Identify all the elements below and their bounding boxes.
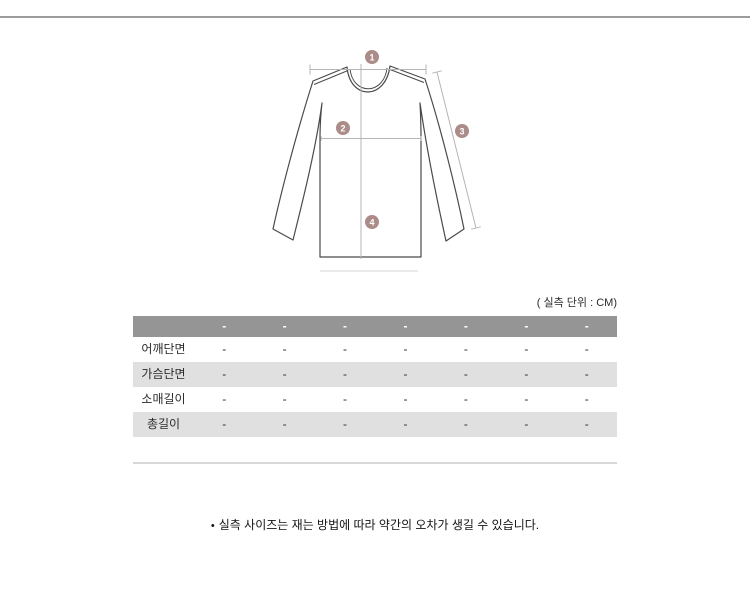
header-size-cell: - bbox=[194, 316, 255, 337]
header-spacer-cell bbox=[133, 316, 194, 337]
top-divider bbox=[0, 16, 750, 18]
size-cell: - bbox=[524, 392, 529, 406]
size-cell: - bbox=[435, 412, 497, 437]
marker-3-circle bbox=[455, 124, 469, 138]
header-size-cell: - bbox=[435, 316, 497, 337]
size-cell: - bbox=[556, 412, 617, 437]
left-shoulder-seam bbox=[313, 70, 349, 85]
header-size-cell: - bbox=[556, 316, 617, 337]
size-cell: - bbox=[463, 392, 468, 406]
size-cell: - bbox=[254, 412, 315, 437]
size-cell: - bbox=[314, 412, 376, 437]
size-cell: - bbox=[194, 362, 255, 387]
size-diagram: 1 2 3 4 bbox=[272, 50, 481, 272]
marker-4-circle bbox=[365, 215, 379, 229]
shirt-outline bbox=[272, 65, 465, 258]
marker-2-circle bbox=[336, 121, 350, 135]
table-row-shoulder: 어깨단면 - - - - - - - bbox=[133, 337, 617, 362]
marker-2-number: 2 bbox=[340, 123, 345, 133]
size-cell: - bbox=[403, 342, 408, 356]
note-bullet: • bbox=[210, 520, 215, 532]
row-label: 가슴단면 bbox=[133, 362, 194, 387]
measure-line-chest bbox=[320, 136, 422, 141]
row-label: 소매길이 bbox=[141, 392, 186, 406]
size-cell: - bbox=[375, 412, 436, 437]
measurement-note: • 실측 사이즈는 재는 방법에 따라 약간의 오차가 생길 수 있습니다. bbox=[0, 517, 750, 534]
header-size-cell: - bbox=[496, 316, 557, 337]
marker-1-number: 1 bbox=[369, 52, 374, 62]
header-size-cell: - bbox=[314, 316, 376, 337]
collar-inner-line bbox=[349, 67, 388, 90]
header-size-cell: - bbox=[254, 316, 315, 337]
size-table: - - - - - - - 어깨단면 - - - - - - - 가슴단면 bbox=[133, 316, 617, 437]
size-cell: - bbox=[282, 392, 287, 406]
size-cell: - bbox=[556, 362, 617, 387]
size-cell: - bbox=[343, 392, 348, 406]
note-text: 실측 사이즈는 재는 방법에 따라 약간의 오차가 생길 수 있습니다. bbox=[218, 518, 540, 532]
marker-3-number: 3 bbox=[459, 126, 464, 136]
size-cell: - bbox=[254, 362, 315, 387]
size-cell: - bbox=[524, 342, 529, 356]
marker-2: 2 bbox=[336, 121, 350, 135]
size-cell: - bbox=[463, 342, 468, 356]
size-cell: - bbox=[222, 342, 227, 356]
size-cell: - bbox=[584, 392, 589, 406]
size-cell: - bbox=[314, 362, 376, 387]
size-cell: - bbox=[403, 392, 408, 406]
size-cell: - bbox=[496, 412, 557, 437]
marker-4-number: 4 bbox=[369, 217, 374, 227]
size-cell: - bbox=[194, 412, 255, 437]
table-row-chest: 가슴단면 - - - - - - - bbox=[133, 362, 617, 387]
size-cell: - bbox=[222, 392, 227, 406]
size-cell: - bbox=[584, 342, 589, 356]
unit-label: ( 실측 단위 : CM) bbox=[536, 297, 617, 309]
size-cell: - bbox=[496, 362, 557, 387]
table-row-total-length: 총길이 - - - - - - - bbox=[133, 412, 617, 437]
measure-line-sleeve bbox=[432, 70, 481, 230]
size-table-header-row: - - - - - - - bbox=[133, 316, 617, 337]
marker-1: 1 bbox=[365, 50, 379, 64]
row-label: 어깨단면 bbox=[141, 342, 186, 356]
row-label: 총길이 bbox=[133, 412, 194, 437]
measure-line-shoulder bbox=[309, 64, 427, 75]
right-shoulder-seam bbox=[389, 69, 425, 83]
marker-3: 3 bbox=[455, 124, 469, 138]
header-size-cell: - bbox=[375, 316, 436, 337]
table-row-sleeve: 소매길이 - - - - - - - bbox=[133, 387, 617, 412]
size-cell: - bbox=[343, 342, 348, 356]
size-cell: - bbox=[375, 362, 436, 387]
size-cell: - bbox=[435, 362, 497, 387]
table-bottom-divider bbox=[133, 462, 617, 464]
size-cell: - bbox=[282, 342, 287, 356]
marker-1-circle bbox=[365, 50, 379, 64]
marker-4: 4 bbox=[365, 215, 379, 229]
